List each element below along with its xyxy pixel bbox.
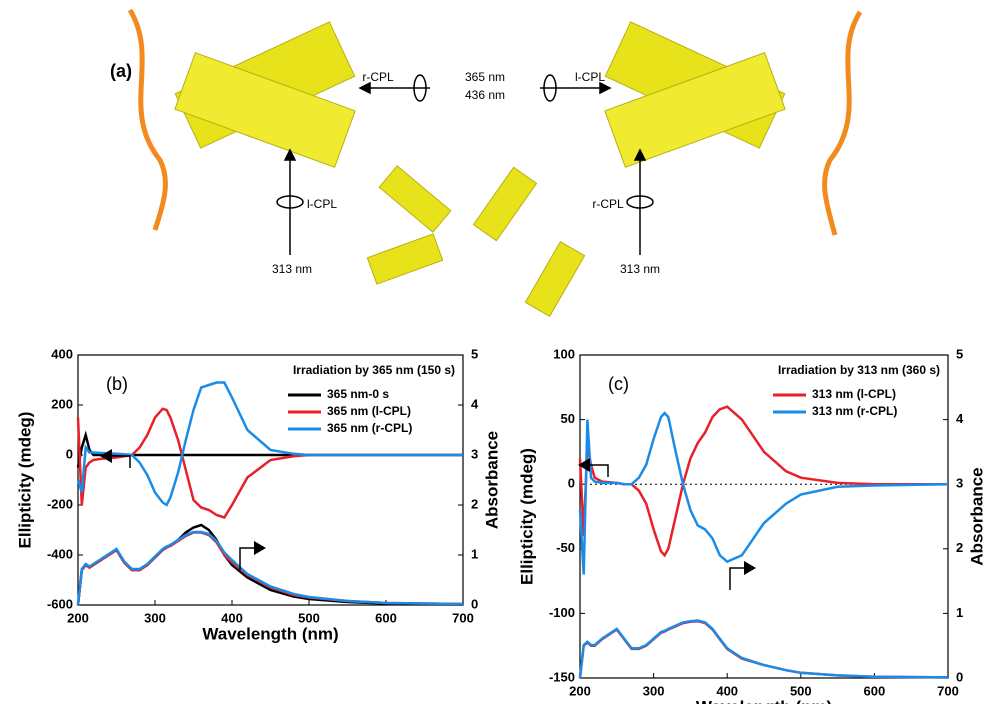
y-tick-label: 100 bbox=[553, 346, 575, 361]
y2-tick-label: 2 bbox=[956, 540, 963, 555]
series-line bbox=[580, 621, 948, 679]
x-tick-label: 200 bbox=[569, 683, 591, 698]
plot-frame bbox=[78, 355, 463, 605]
wavelength-label: 313 nm bbox=[620, 262, 660, 276]
y2-tick-label: 5 bbox=[471, 346, 478, 361]
x-tick-label: 700 bbox=[937, 683, 959, 698]
y2-tick-label: 0 bbox=[471, 596, 478, 611]
x-tick-label: 400 bbox=[716, 683, 738, 698]
y-tick-label: -50 bbox=[556, 540, 575, 555]
y-axis-label: Ellipticity (mdeg) bbox=[517, 448, 536, 585]
arrow-label: r-CPL bbox=[592, 197, 624, 211]
series-line bbox=[78, 525, 463, 605]
figure: (a) r-CPL 365 nm 436 nm l-CPL l-CPL 313 … bbox=[0, 0, 991, 704]
indicator-arrowhead bbox=[100, 449, 112, 463]
y-axis-label: Ellipticity (mdeg) bbox=[15, 412, 34, 549]
indicator-arrowhead bbox=[254, 541, 266, 555]
y-tick-label: 400 bbox=[51, 346, 73, 361]
wavelength-label: 365 nm bbox=[465, 70, 505, 84]
panel-label: (a) bbox=[110, 61, 132, 81]
y-tick-label: 0 bbox=[66, 446, 73, 461]
legend-label: 365 nm (l-CPL) bbox=[327, 404, 411, 418]
y-tick-label: -100 bbox=[549, 605, 575, 620]
x-tick-label: 600 bbox=[375, 610, 397, 625]
y2-tick-label: 4 bbox=[471, 396, 479, 411]
arrow-label: r-CPL bbox=[362, 70, 394, 84]
arrow-label: l-CPL bbox=[307, 197, 337, 211]
y-tick-label: -200 bbox=[47, 496, 73, 511]
legend-label: 313 nm (l-CPL) bbox=[812, 387, 896, 401]
mesogen-left bbox=[175, 22, 355, 167]
panel-label: (c) bbox=[608, 374, 629, 394]
wavelength-label: 313 nm bbox=[272, 262, 312, 276]
y2-tick-label: 5 bbox=[956, 346, 963, 361]
y-tick-label: 200 bbox=[51, 396, 73, 411]
series-line bbox=[78, 532, 463, 605]
panel-label: (b) bbox=[106, 374, 128, 394]
y2-tick-label: 1 bbox=[471, 546, 478, 561]
arrow-label: l-CPL bbox=[575, 70, 605, 84]
y-tick-label: -150 bbox=[549, 669, 575, 684]
x-tick-label: 400 bbox=[221, 610, 243, 625]
y2-tick-label: 3 bbox=[956, 476, 963, 491]
x-tick-label: 300 bbox=[144, 610, 166, 625]
x-tick-label: 300 bbox=[643, 683, 665, 698]
series-line bbox=[78, 383, 463, 506]
y-tick-label: -400 bbox=[47, 546, 73, 561]
diagram-a bbox=[130, 10, 860, 316]
polymer-chain bbox=[825, 12, 860, 235]
y-tick-label: -600 bbox=[47, 596, 73, 611]
x-tick-label: 200 bbox=[67, 610, 89, 625]
y2-tick-label: 2 bbox=[471, 496, 478, 511]
y2-tick-label: 0 bbox=[956, 669, 963, 684]
y2-axis-label: Absorbance bbox=[967, 467, 986, 565]
mesogen-right bbox=[605, 22, 785, 167]
indicator-arrowhead bbox=[744, 561, 756, 575]
small-mesogens bbox=[367, 166, 584, 317]
y2-axis-label: Absorbance bbox=[482, 431, 501, 529]
annotation: Irradiation by 313 nm (360 s) bbox=[778, 363, 940, 377]
y2-tick-label: 3 bbox=[471, 446, 478, 461]
y2-tick-label: 4 bbox=[956, 411, 964, 426]
x-tick-label: 700 bbox=[452, 610, 474, 625]
series-line bbox=[580, 621, 948, 678]
y-tick-label: 50 bbox=[561, 411, 575, 426]
x-tick-label: 500 bbox=[790, 683, 812, 698]
x-axis-label: Wavelength (nm) bbox=[696, 697, 832, 704]
y2-tick-label: 1 bbox=[956, 605, 963, 620]
x-tick-label: 600 bbox=[864, 683, 886, 698]
y-tick-label: 0 bbox=[568, 476, 575, 491]
annotation: Irradiation by 365 nm (150 s) bbox=[293, 363, 455, 377]
polymer-chain bbox=[130, 10, 165, 230]
series-line bbox=[580, 413, 948, 574]
legend-label: 365 nm (r-CPL) bbox=[327, 421, 412, 435]
legend-label: 313 nm (r-CPL) bbox=[812, 404, 897, 418]
x-tick-label: 500 bbox=[298, 610, 320, 625]
legend-label: 365 nm-0 s bbox=[327, 387, 389, 401]
wavelength-label: 436 nm bbox=[465, 88, 505, 102]
x-axis-label: Wavelength (nm) bbox=[202, 624, 338, 643]
